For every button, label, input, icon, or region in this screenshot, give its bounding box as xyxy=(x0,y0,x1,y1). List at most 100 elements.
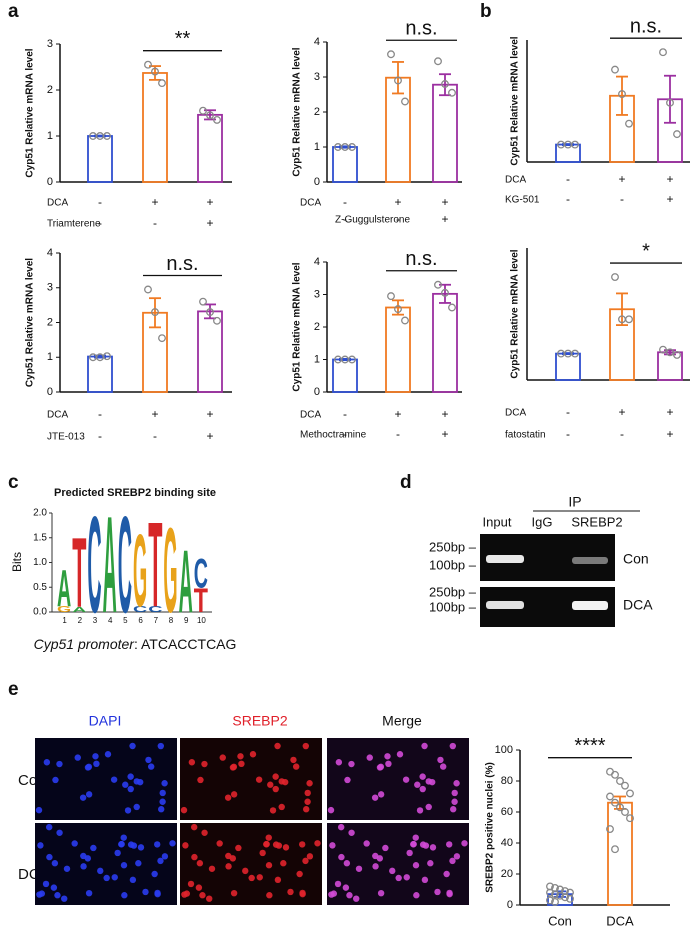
condition-sign: + xyxy=(666,172,673,186)
nucleus xyxy=(169,840,176,847)
nucleus xyxy=(248,874,255,882)
condition-label: fatostatin xyxy=(505,430,546,441)
condition-sign: + xyxy=(666,405,673,419)
nucleus xyxy=(120,862,128,869)
nucleus xyxy=(183,890,191,897)
nucleus xyxy=(306,853,314,860)
condition-sign: - xyxy=(98,429,102,443)
condition-sign: - xyxy=(98,216,102,230)
nucleus xyxy=(453,853,461,860)
nucleus xyxy=(195,884,203,891)
bar xyxy=(87,355,113,393)
nucleus xyxy=(274,876,282,884)
data-point xyxy=(546,888,554,897)
nucleus xyxy=(137,844,145,851)
micrograph xyxy=(327,823,469,905)
data-point xyxy=(348,143,356,151)
data-point xyxy=(666,98,674,107)
micrograph xyxy=(35,738,177,820)
y-tick-label: 1 xyxy=(314,141,320,153)
caption-gene: Cyp51 promoter xyxy=(34,636,136,652)
nucleus xyxy=(84,764,92,771)
condition-label: DCA xyxy=(47,410,68,421)
nucleus xyxy=(355,865,363,872)
condition-sign: - xyxy=(153,429,157,443)
data-point xyxy=(441,80,449,88)
nucleus xyxy=(421,876,429,884)
y-tick-label: 60 xyxy=(501,806,513,818)
significance-label: * xyxy=(642,240,650,262)
data-point xyxy=(206,111,214,120)
nucleus xyxy=(272,773,279,780)
bar xyxy=(332,358,358,393)
data-point xyxy=(394,76,402,85)
marker-label: 250bp – xyxy=(429,539,477,554)
nucleus xyxy=(235,844,242,852)
nucleus xyxy=(376,764,384,771)
panel-label: a xyxy=(8,1,19,22)
nucleus xyxy=(348,760,355,768)
micrograph xyxy=(180,738,322,820)
marker-label: 100bp – xyxy=(429,599,477,614)
data-point xyxy=(448,88,456,97)
nucleus xyxy=(402,776,410,783)
nucleus xyxy=(298,841,306,848)
condition-sign: + xyxy=(206,407,213,421)
condition-label: DCA xyxy=(505,408,526,419)
nucleus xyxy=(461,840,468,847)
data-point xyxy=(551,897,559,906)
nucleus xyxy=(85,791,93,798)
data-point xyxy=(618,90,626,98)
condition-sign: - xyxy=(566,427,570,441)
nucleus xyxy=(274,742,281,750)
nucleus xyxy=(80,863,87,870)
nucleus xyxy=(129,876,137,884)
bar xyxy=(432,292,458,393)
gel-band xyxy=(572,601,608,610)
data-point xyxy=(616,777,624,785)
nucleus xyxy=(187,880,195,888)
y-tick-label: 4 xyxy=(314,36,320,48)
data-point xyxy=(611,845,619,854)
nucleus xyxy=(37,842,44,849)
nucleus xyxy=(419,785,426,793)
logo-letter: C xyxy=(118,487,132,641)
nucleus xyxy=(353,895,360,902)
logo-title: Predicted SREBP2 binding site xyxy=(54,487,216,499)
error-bar xyxy=(149,297,161,329)
nucleus xyxy=(412,862,420,869)
nucleus xyxy=(421,742,428,750)
nucleus xyxy=(197,776,204,784)
data-point xyxy=(158,79,166,88)
lane-label: SREBP2 xyxy=(571,514,622,529)
condition-sign: - xyxy=(343,407,347,421)
y-tick-label: 4 xyxy=(314,256,320,268)
data-point xyxy=(673,130,681,139)
column-label: Merge xyxy=(382,713,422,729)
logo-letter: A xyxy=(103,487,117,641)
y-tick-label: 40 xyxy=(501,837,513,849)
data-point xyxy=(434,57,442,66)
nucleus xyxy=(259,849,266,857)
condition-label: JTE-013 xyxy=(47,432,85,443)
nucleus xyxy=(371,794,379,801)
nucleus xyxy=(151,870,158,878)
nucleus xyxy=(403,874,410,881)
nucleus xyxy=(159,798,166,805)
nucleus xyxy=(208,865,216,872)
nucleus xyxy=(54,892,61,899)
data-point xyxy=(206,308,214,317)
data-point xyxy=(625,315,633,324)
nucleus xyxy=(38,890,46,897)
nucleus xyxy=(142,888,149,896)
micrograph xyxy=(327,738,469,820)
significance-label: ** xyxy=(175,28,191,50)
condition-sign: - xyxy=(620,427,624,441)
condition-sign: + xyxy=(441,212,448,226)
nucleus xyxy=(335,759,343,766)
nucleus xyxy=(127,841,135,848)
logo-y-tick-label: 1.0 xyxy=(33,557,47,568)
nucleus xyxy=(451,789,458,797)
nucleus xyxy=(127,773,134,780)
condition-sign: - xyxy=(98,195,102,209)
